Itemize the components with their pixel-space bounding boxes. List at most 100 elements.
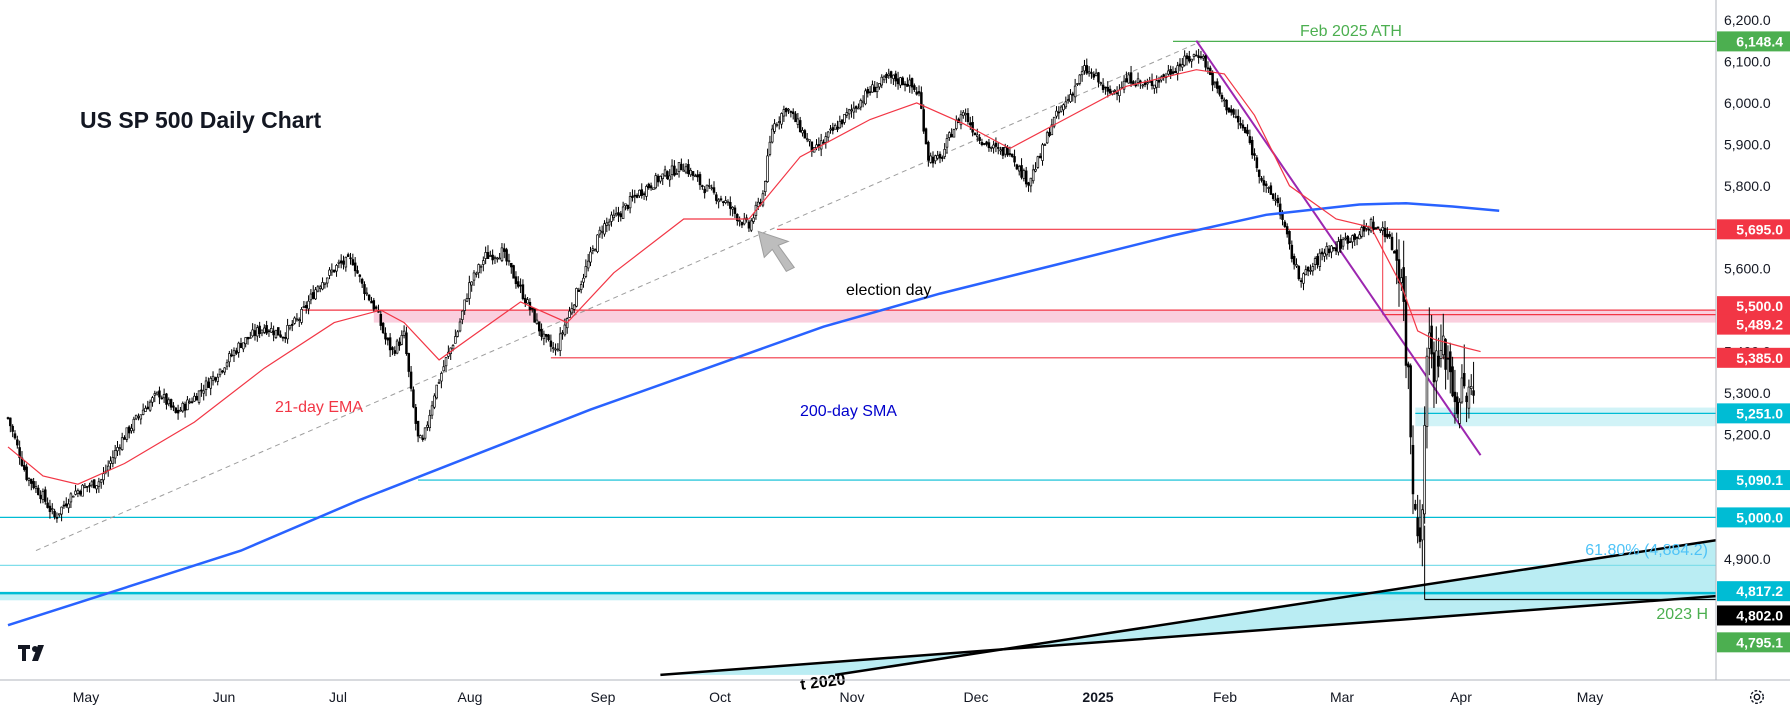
chart-settings-button[interactable] xyxy=(1744,684,1770,710)
candle xyxy=(1104,86,1107,95)
candle xyxy=(1129,65,1133,87)
candle xyxy=(1171,66,1175,75)
candle xyxy=(232,347,236,362)
candle xyxy=(367,294,371,302)
candle-up xyxy=(477,264,480,274)
candle xyxy=(535,313,539,325)
candle-up xyxy=(151,397,154,403)
candle xyxy=(582,273,585,288)
candle xyxy=(360,277,364,288)
candle xyxy=(265,320,268,336)
candle-down xyxy=(169,399,173,408)
candle xyxy=(204,376,208,397)
candle-down xyxy=(1285,226,1289,235)
candle xyxy=(1099,81,1103,86)
candle xyxy=(195,392,198,401)
candle xyxy=(1404,275,1408,379)
candle-down xyxy=(987,142,991,149)
candle-up xyxy=(556,348,560,351)
support-zone-4817 xyxy=(0,593,1716,601)
candle xyxy=(1059,105,1063,113)
candle-up xyxy=(964,113,967,116)
candle-down xyxy=(1048,131,1051,137)
candle xyxy=(1411,425,1415,515)
candle-up xyxy=(365,292,369,295)
candle-up xyxy=(1073,85,1077,98)
candle xyxy=(1087,66,1091,77)
candle-up xyxy=(302,306,306,308)
candle xyxy=(402,325,406,339)
candle xyxy=(845,107,849,119)
candle-up xyxy=(423,427,427,439)
logo-dot xyxy=(32,646,38,652)
candle xyxy=(302,301,306,309)
candle xyxy=(840,119,844,128)
candle xyxy=(887,68,890,79)
candle xyxy=(253,323,257,341)
candle-up xyxy=(402,330,406,336)
candle xyxy=(1001,147,1005,160)
candle xyxy=(878,83,881,90)
candle-down xyxy=(1125,78,1128,83)
candle xyxy=(861,95,865,108)
candle xyxy=(696,170,699,182)
candle xyxy=(526,297,529,304)
candle-down xyxy=(537,321,541,332)
candle-down xyxy=(265,325,268,334)
candle-down xyxy=(1316,256,1319,266)
candle-up xyxy=(892,74,895,79)
candle-up xyxy=(1202,55,1205,59)
candle xyxy=(454,329,457,344)
candle xyxy=(614,206,618,217)
candle-up xyxy=(74,490,77,495)
candle xyxy=(1469,374,1473,396)
candle xyxy=(1283,219,1287,228)
candle-up xyxy=(1318,252,1322,267)
candle xyxy=(698,171,702,190)
candle xyxy=(179,406,182,412)
price-tick-label: 5,900.0 xyxy=(1724,136,1771,152)
candle xyxy=(1274,192,1277,206)
candle xyxy=(906,77,909,87)
candle-down xyxy=(1407,363,1410,368)
candle xyxy=(544,333,548,343)
candle xyxy=(83,483,87,489)
candle xyxy=(668,169,671,187)
candle-up xyxy=(232,350,236,357)
candle-up xyxy=(598,229,602,235)
candle-down xyxy=(969,122,972,126)
candle xyxy=(486,245,490,259)
candle xyxy=(959,110,963,130)
candle xyxy=(407,352,411,378)
candle xyxy=(1076,83,1079,86)
candle xyxy=(202,384,205,401)
candle-up xyxy=(1183,55,1186,66)
candle xyxy=(1092,71,1096,80)
candle-up xyxy=(603,223,606,235)
candle xyxy=(1316,253,1319,269)
candle-down xyxy=(1386,233,1389,238)
price-badge-bg xyxy=(1717,605,1790,626)
candle-down xyxy=(388,337,392,351)
candle-down xyxy=(640,189,644,196)
candle-down xyxy=(1195,54,1198,57)
candle-up xyxy=(1351,235,1354,243)
candle-up xyxy=(344,256,348,268)
candle-up xyxy=(472,272,476,281)
candle xyxy=(901,76,904,86)
candle xyxy=(64,497,68,508)
candle xyxy=(950,128,953,138)
candle-down xyxy=(1430,325,1433,355)
candle xyxy=(1390,232,1394,251)
candle-up xyxy=(69,493,73,503)
candle-up xyxy=(610,214,613,222)
candle-up xyxy=(118,447,122,450)
candle xyxy=(1094,68,1098,77)
candle xyxy=(1227,107,1231,114)
candle xyxy=(715,192,718,205)
candle-down xyxy=(1015,164,1019,170)
candle-down xyxy=(1376,226,1380,229)
candle-down xyxy=(1006,146,1009,156)
candle-down xyxy=(1071,93,1075,96)
candle-down xyxy=(46,502,49,508)
